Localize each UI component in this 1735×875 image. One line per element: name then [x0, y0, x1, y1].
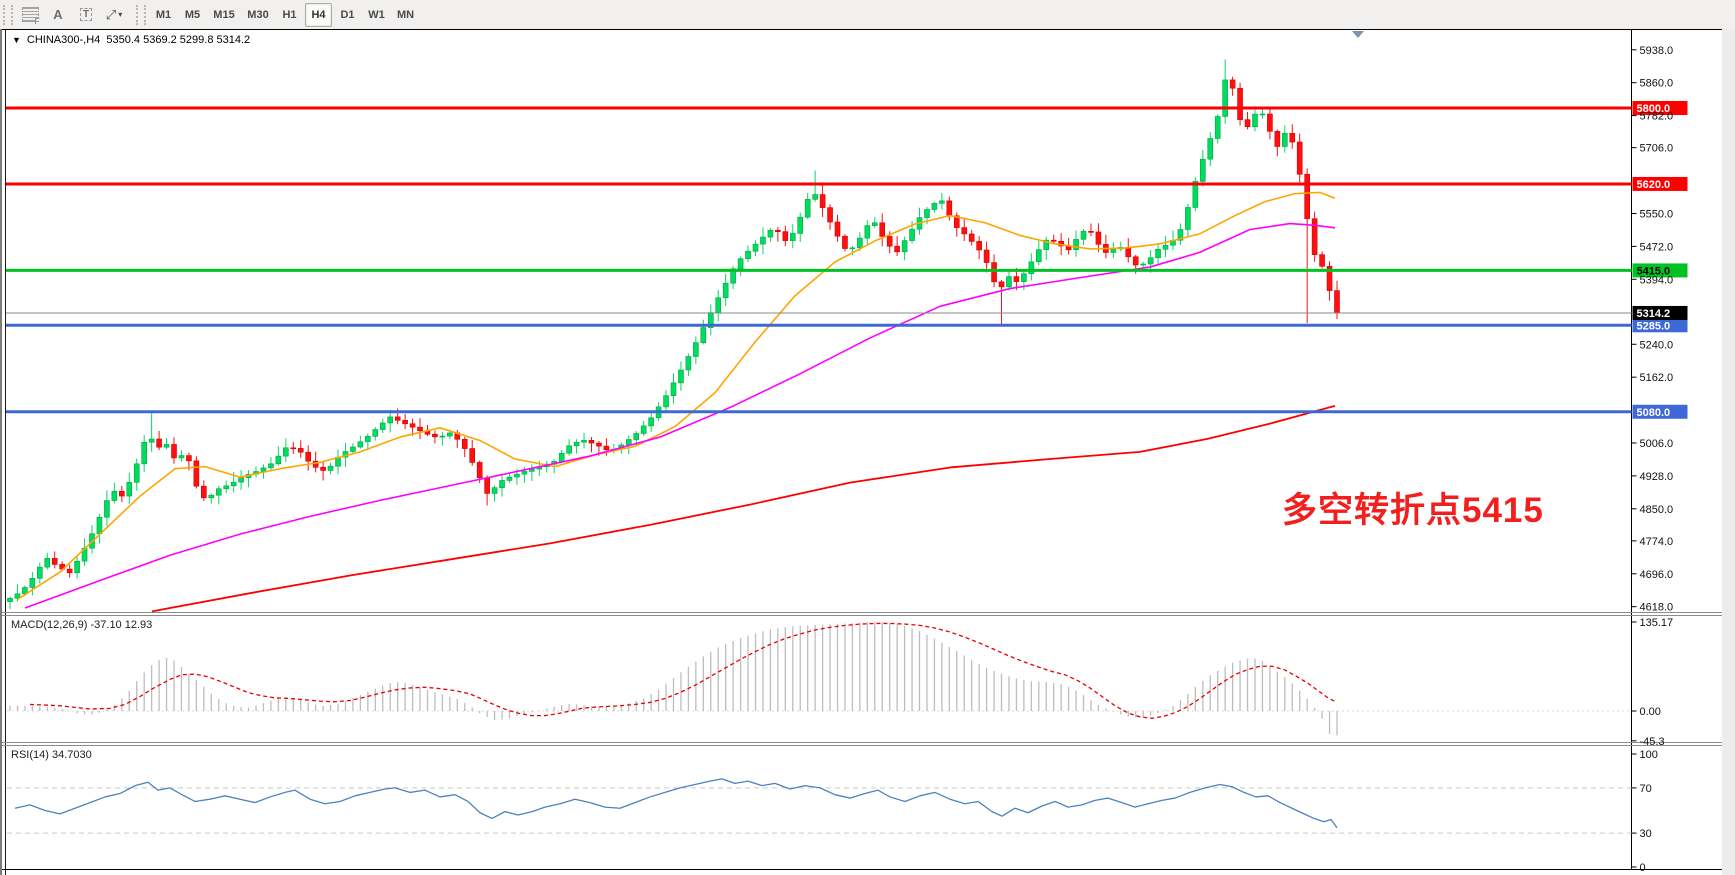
rsi-indicator-label: RSI(14) 34.7030: [11, 749, 92, 761]
svg-text:5394.0: 5394.0: [1640, 274, 1674, 286]
svg-text:0.00: 0.00: [1640, 706, 1661, 718]
svg-text:5472.0: 5472.0: [1640, 241, 1674, 253]
timeframe-button-H4[interactable]: H4: [305, 2, 332, 27]
svg-text:4696.0: 4696.0: [1640, 569, 1674, 581]
svg-text:5706.0: 5706.0: [1640, 143, 1674, 155]
price-label-box-5800.0: [1632, 101, 1688, 115]
macd-signal-line: [29, 622, 1338, 719]
timeframe-button-MN[interactable]: MN: [396, 8, 415, 21]
timeframe-button-W1[interactable]: W1: [368, 8, 385, 21]
timeframe-button-H1[interactable]: H1: [282, 8, 297, 21]
svg-text:5938.0: 5938.0: [1640, 45, 1674, 57]
timeframe-button-M5[interactable]: M5: [184, 8, 201, 21]
text-annotation[interactable]: 多空转折点5415: [1282, 491, 1544, 530]
svg-text:5240.0: 5240.0: [1640, 339, 1674, 351]
ohlc-readout: 5350.4 5369.2 5299.8 5314.2: [106, 34, 251, 46]
svg-text:4774.0: 4774.0: [1640, 536, 1674, 548]
rsi-panel: 100 70 30 0: [7, 749, 1658, 874]
toolbar-grip[interactable]: [3, 4, 13, 25]
scroll-shift-marker-icon: [1352, 31, 1364, 38]
svg-text:-45.3: -45.3: [1640, 736, 1665, 748]
chart-title: ▼ CHINA300-,H4 5350.4 5369.2 5299.8 5314.…: [12, 34, 250, 46]
macd-panel: 135.17 0.00 -45.3: [7, 617, 1673, 748]
price-label-box-5080.0: [1632, 404, 1688, 419]
chevron-down-icon: ▾: [118, 10, 123, 19]
svg-text:5285.0: 5285.0: [1637, 320, 1671, 332]
top-toolbar: F A T ⤢ ▾ M1 M5 M15 M30 H1 H4 D1 W1 MN: [0, 0, 1735, 30]
svg-text:5782.0: 5782.0: [1640, 111, 1674, 123]
chart-window: ▼ CHINA300-,H4 5350.4 5369.2 5299.8 5314.…: [0, 29, 1735, 875]
price-label-box-5285.0: [1632, 318, 1688, 333]
svg-text:5314.2: 5314.2: [1637, 308, 1671, 320]
chart-left-border: [5, 29, 6, 875]
svg-text:5620.0: 5620.0: [1637, 179, 1671, 191]
timeframe-button-group: M1 M5 M15 M30 H1 H4 D1 W1 MN: [149, 2, 420, 27]
svg-text:70: 70: [1640, 783, 1652, 795]
timeframe-button-M1[interactable]: M1: [155, 8, 172, 21]
text-label-icon: A: [53, 7, 63, 22]
svg-text:30: 30: [1640, 828, 1652, 840]
macd-indicator-label: MACD(12,26,9) -37.10 12.93: [11, 619, 153, 631]
ma-slow-red: [151, 404, 1336, 613]
ma-fast-orange: [17, 191, 1336, 600]
svg-text:5415.0: 5415.0: [1637, 265, 1671, 277]
text-label-tool-button[interactable]: A: [45, 3, 71, 27]
svg-text:100: 100: [1640, 749, 1658, 761]
svg-text:4850.0: 4850.0: [1640, 504, 1674, 516]
svg-text:5080.0: 5080.0: [1637, 407, 1671, 419]
symbol-dropdown-icon[interactable]: ▼: [12, 35, 21, 45]
fibonacci-grid-icon: F: [21, 7, 40, 26]
svg-text:5550.0: 5550.0: [1640, 208, 1674, 220]
fibonacci-grid-tool-button[interactable]: F: [17, 3, 43, 27]
svg-text:0: 0: [1640, 862, 1646, 874]
chart-canvas: 5800.0 5620.0 5415.0 5285.0 5080.0 5314.2 5938…: [2, 29, 1735, 875]
svg-text:135.17: 135.17: [1640, 617, 1674, 629]
price-label-box-5620.0: [1632, 176, 1688, 191]
svg-text:5860.0: 5860.0: [1640, 78, 1674, 90]
symbol-name: CHINA300-,H4: [26, 34, 101, 46]
timeframe-button-D1[interactable]: D1: [340, 8, 355, 21]
svg-text:4928.0: 4928.0: [1640, 471, 1674, 483]
toolbar-grip-2[interactable]: [136, 4, 146, 25]
text-box-tool-button[interactable]: T: [73, 3, 99, 27]
window-left-edge: [0, 29, 2, 875]
timeframe-button-M30[interactable]: M30: [247, 8, 269, 21]
svg-text:5006.0: 5006.0: [1640, 438, 1674, 450]
svg-text:5162.0: 5162.0: [1640, 372, 1674, 384]
svg-text:5800.0: 5800.0: [1637, 103, 1671, 115]
arrow-objects-icon: ⤢: [105, 6, 117, 22]
current-price-box: [1632, 305, 1688, 320]
candlestick-series: [7, 59, 1340, 610]
price-label-box-5415.0: [1632, 263, 1688, 278]
svg-text:4618.0: 4618.0: [1640, 602, 1674, 614]
arrow-objects-tool-button[interactable]: ⤢ ▾: [101, 3, 127, 27]
text-box-icon: T: [79, 8, 93, 21]
ma-mid-magenta: [24, 222, 1336, 609]
timeframe-button-M15[interactable]: M15: [213, 8, 235, 21]
rsi-line: [14, 778, 1338, 829]
